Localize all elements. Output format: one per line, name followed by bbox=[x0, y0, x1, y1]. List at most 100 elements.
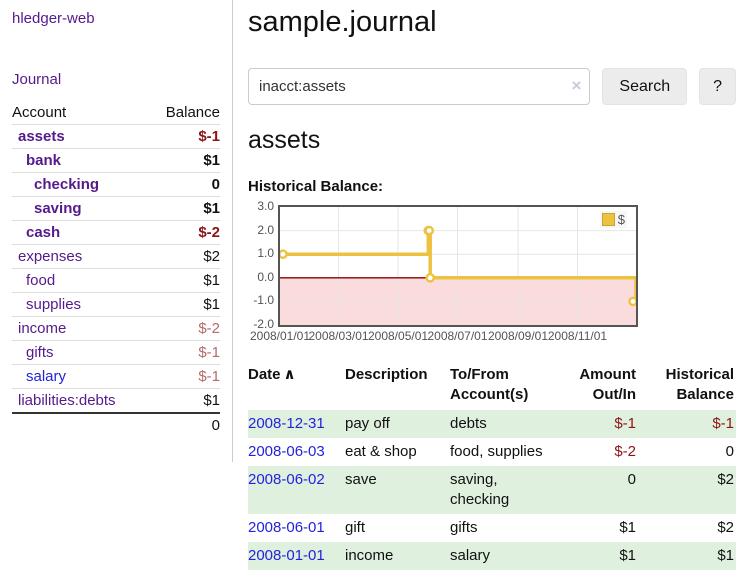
sidebar-account-balance: $1 bbox=[148, 388, 220, 414]
account-tree-total-row: 0 bbox=[12, 412, 220, 437]
transaction-date-cell: 2008-06-02 bbox=[248, 466, 345, 514]
search-input[interactable] bbox=[248, 68, 591, 105]
account-row: gifts $-1 bbox=[12, 340, 220, 365]
sidebar-account-link[interactable]: expenses bbox=[18, 248, 83, 265]
legend-swatch-icon bbox=[601, 213, 615, 226]
sidebar-account-balance: $1 bbox=[148, 268, 220, 293]
transaction-amount: $-1 bbox=[614, 415, 636, 432]
transaction-accounts: salary bbox=[450, 547, 491, 564]
transaction-date-cell: 2008-01-01 bbox=[248, 542, 345, 570]
transaction-balance: $2 bbox=[717, 471, 734, 488]
search-button[interactable]: Search bbox=[602, 68, 688, 105]
sidebar-account-balance: $2 bbox=[148, 244, 220, 269]
sidebar-account-link[interactable]: checking bbox=[34, 176, 100, 193]
column-header-description: Description bbox=[345, 366, 428, 383]
total-balance: 0 bbox=[148, 412, 220, 437]
nav-journal-link[interactable]: Journal bbox=[12, 71, 62, 88]
legend-label: $ bbox=[617, 212, 625, 227]
sidebar: hledger-web Journal Account Balance asse… bbox=[0, 0, 233, 462]
help-button[interactable]: ? bbox=[699, 68, 736, 105]
chart-canvas bbox=[280, 207, 636, 325]
chart-x-axis: 2008/01/01 2008/03/01 2008/05/01 2008/07/01… bbox=[250, 329, 638, 346]
account-row: checking 0 bbox=[12, 172, 220, 197]
clear-search-icon[interactable]: × bbox=[571, 76, 582, 95]
sort-ascending-icon: ∧ bbox=[283, 366, 296, 383]
sidebar-account-balance: $1 bbox=[148, 148, 220, 173]
sidebar-account-link[interactable]: bank bbox=[26, 152, 62, 169]
search-bar: × Search ? bbox=[248, 68, 736, 105]
x-axis-tick-label: 2008/11/01 bbox=[547, 329, 608, 343]
transaction-accounts: debts bbox=[450, 415, 487, 432]
chart-y-axis: 3.0 2.0 1.0 0.0 -1.0 -2.0 bbox=[246, 199, 274, 331]
transaction-date-link[interactable]: 2008-06-03 bbox=[248, 443, 325, 460]
column-header-accounts: To/From Account(s) bbox=[450, 366, 529, 403]
account-heading: assets bbox=[248, 126, 321, 154]
transaction-description: income bbox=[345, 547, 394, 564]
register-row: 2008-06-01 gift gifts $1 $2 bbox=[248, 514, 736, 542]
transaction-description: eat & shop bbox=[345, 443, 417, 460]
transaction-date-link[interactable]: 2008-06-01 bbox=[248, 519, 325, 536]
y-axis-tick-label: -1.0 bbox=[253, 293, 274, 308]
sidebar-account-balance: $-1 bbox=[148, 340, 220, 365]
transaction-balance: $-1 bbox=[712, 415, 734, 432]
transaction-description: pay off bbox=[345, 415, 390, 432]
y-axis-tick-label: 3.0 bbox=[257, 199, 274, 213]
transaction-balance: $1 bbox=[717, 547, 734, 564]
sidebar-account-link[interactable]: assets bbox=[18, 128, 65, 145]
transaction-accounts: saving, checking bbox=[450, 471, 510, 508]
sidebar-account-link[interactable]: cash bbox=[26, 224, 61, 241]
sidebar-account-balance: 0 bbox=[148, 172, 220, 197]
transaction-date-cell: 2008-12-31 bbox=[248, 410, 345, 438]
account-row: bank $1 bbox=[12, 148, 220, 173]
account-row: expenses $2 bbox=[12, 244, 220, 269]
sidebar-account-link[interactable]: salary bbox=[26, 368, 67, 385]
account-row: saving $1 bbox=[12, 196, 220, 221]
column-header-balance: Historical Balance bbox=[665, 366, 734, 403]
transaction-date-link[interactable]: 2008-01-01 bbox=[248, 547, 325, 564]
sidebar-account-link[interactable]: food bbox=[26, 272, 56, 289]
account-row: food $1 bbox=[12, 268, 220, 293]
sidebar-account-link[interactable]: income bbox=[18, 320, 67, 337]
chart-legend: $ bbox=[599, 211, 627, 228]
transaction-date-link[interactable]: 2008-06-02 bbox=[248, 471, 325, 488]
column-header-amount: Amount Out/In bbox=[579, 366, 636, 403]
x-axis-tick-label: 2008/09/01 bbox=[487, 329, 548, 343]
account-row: liabilities:debts $1 bbox=[12, 388, 220, 414]
historical-balance-chart: 3.0 2.0 1.0 0.0 -1.0 -2.0 $ 2008/01/01 2008/03… bbox=[246, 199, 736, 346]
register-row: 2008-12-31 pay off debts $-1 $-1 bbox=[248, 410, 736, 438]
brand-link[interactable]: hledger-web bbox=[12, 10, 95, 27]
sidebar-account-balance: $1 bbox=[148, 196, 220, 221]
account-row: assets $-1 bbox=[12, 124, 220, 149]
transaction-amount: $1 bbox=[619, 519, 636, 536]
search-input-wrapper: × bbox=[248, 68, 591, 105]
register-row: 2008-01-01 income salary $1 $1 bbox=[248, 542, 736, 570]
account-tree-header-row: Account Balance bbox=[12, 101, 220, 125]
sidebar-account-link[interactable]: saving bbox=[34, 200, 82, 217]
transaction-amount: 0 bbox=[627, 471, 636, 488]
transaction-accounts: gifts bbox=[450, 519, 478, 536]
transaction-description: gift bbox=[345, 519, 366, 536]
sidebar-account-balance: $-1 bbox=[148, 364, 220, 389]
account-tree: Account Balance assets $-1 bank $1 checking 0… bbox=[12, 101, 220, 437]
y-axis-tick-label: -2.0 bbox=[253, 317, 274, 331]
transaction-date-cell: 2008-06-01 bbox=[248, 514, 345, 542]
sidebar-account-link[interactable]: supplies bbox=[26, 296, 82, 313]
sidebar-account-link[interactable]: liabilities:debts bbox=[18, 392, 116, 409]
y-axis-tick-label: 1.0 bbox=[257, 246, 274, 261]
transaction-amount: $1 bbox=[619, 547, 636, 564]
transaction-date-cell: 2008-06-03 bbox=[248, 438, 345, 466]
account-row: supplies $1 bbox=[12, 292, 220, 317]
register-header-row: Date ∧ Description To/From Account(s) Amo… bbox=[248, 363, 736, 410]
transaction-description: save bbox=[345, 471, 377, 488]
chart-section-label: Historical Balance: bbox=[248, 178, 384, 195]
transaction-amount: $-2 bbox=[614, 443, 636, 460]
sidebar-account-link[interactable]: gifts bbox=[26, 344, 54, 361]
sidebar-account-balance: $-1 bbox=[148, 124, 220, 149]
account-column-header: Account bbox=[12, 101, 149, 125]
sidebar-account-balance: $1 bbox=[148, 292, 220, 317]
transaction-date-link[interactable]: 2008-12-31 bbox=[248, 415, 325, 432]
column-header-date[interactable]: Date ∧ bbox=[248, 366, 296, 383]
y-axis-tick-label: 2.0 bbox=[257, 222, 274, 237]
transaction-accounts: food, supplies bbox=[450, 443, 543, 460]
sidebar-account-balance: $-2 bbox=[148, 220, 220, 245]
